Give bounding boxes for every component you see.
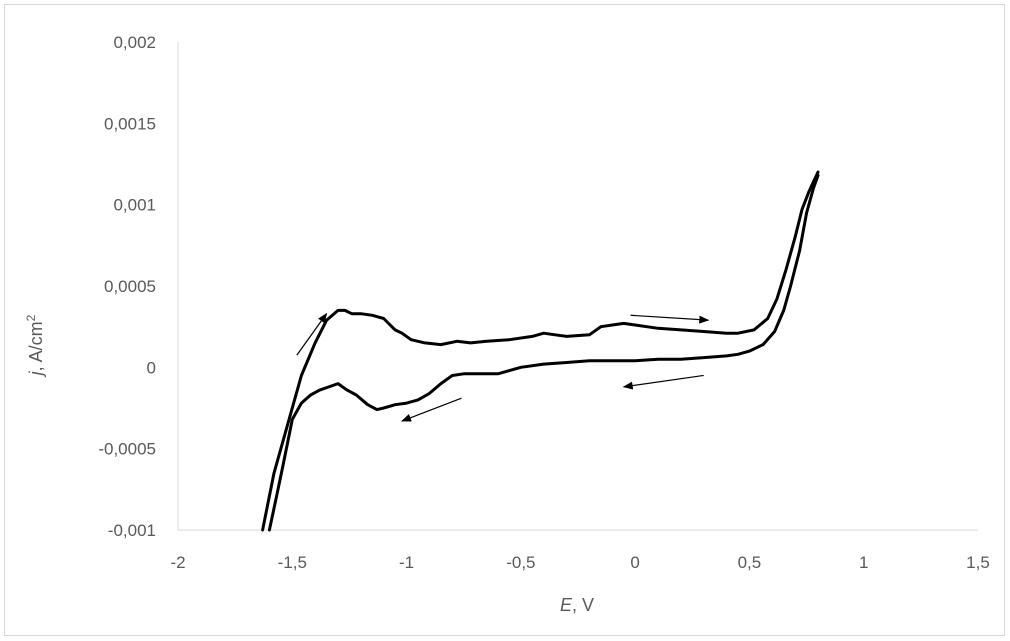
y-tick-label: -0,001 [108, 521, 156, 540]
series-lines [261, 170, 820, 532]
y-axis-title: j, A/cm2 [24, 314, 46, 378]
scan-direction-arrow [296, 312, 328, 356]
y-tick-label: 0,0015 [104, 114, 156, 133]
x-tick-label: 0,5 [738, 553, 762, 572]
x-tick-label: 0 [630, 553, 639, 572]
y-tick-label: -0,0005 [98, 440, 156, 459]
x-tick-label: -1 [399, 553, 414, 572]
scan-curve-2 [267, 173, 820, 532]
y-tick-label: 0,0005 [104, 277, 156, 296]
axes [177, 42, 978, 531]
x-tick-label: -0,5 [506, 553, 535, 572]
x-tick-label: 1 [859, 553, 868, 572]
y-tick-label: 0 [147, 358, 156, 377]
scan-direction-arrow [401, 397, 462, 422]
scan-direction-arrows [296, 312, 710, 422]
scan-curve-1 [261, 170, 820, 532]
tick-labels: -2 -1,5 -1 -0,5 0 0,5 1 1,5 -0,001 -0,0005 0 0,0005… [98, 33, 989, 572]
chart-frame [4, 4, 1005, 636]
scan-direction-arrow [630, 314, 710, 324]
x-tick-label: -2 [170, 553, 185, 572]
x-tick-label: 1,5 [966, 553, 990, 572]
y-tick-label: 0,001 [113, 196, 156, 215]
x-tick-label: -1,5 [278, 553, 307, 572]
x-axis-title: E, V [560, 595, 594, 615]
scan-direction-arrow [622, 374, 704, 390]
y-tick-label: 0,002 [113, 33, 156, 52]
